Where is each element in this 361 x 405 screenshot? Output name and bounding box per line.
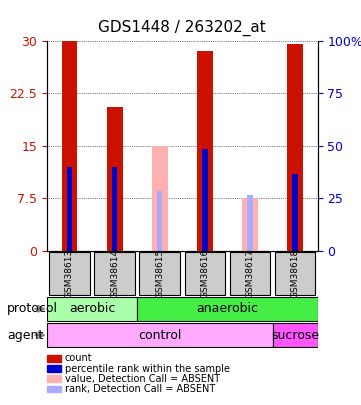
Text: rank, Detection Call = ABSENT: rank, Detection Call = ABSENT xyxy=(65,384,215,394)
Bar xyxy=(292,174,298,251)
FancyBboxPatch shape xyxy=(49,252,90,295)
Text: protocol: protocol xyxy=(7,302,58,315)
Bar xyxy=(202,149,208,251)
FancyBboxPatch shape xyxy=(273,323,318,347)
Text: GSM38614: GSM38614 xyxy=(110,249,119,298)
FancyBboxPatch shape xyxy=(184,252,225,295)
Bar xyxy=(197,51,213,251)
Text: value, Detection Call = ABSENT: value, Detection Call = ABSENT xyxy=(65,374,220,384)
Text: percentile rank within the sample: percentile rank within the sample xyxy=(65,364,230,373)
FancyBboxPatch shape xyxy=(230,252,270,295)
FancyBboxPatch shape xyxy=(47,323,273,347)
Bar xyxy=(62,40,77,251)
Text: count: count xyxy=(65,354,93,363)
Bar xyxy=(242,198,258,251)
Text: GSM38616: GSM38616 xyxy=(200,249,209,298)
FancyBboxPatch shape xyxy=(94,252,135,295)
Bar xyxy=(67,167,72,251)
Text: control: control xyxy=(138,328,182,342)
Text: GSM38617: GSM38617 xyxy=(245,249,255,298)
FancyBboxPatch shape xyxy=(137,297,318,321)
Text: sucrose: sucrose xyxy=(271,328,319,342)
Text: agent: agent xyxy=(7,329,43,342)
Text: aerobic: aerobic xyxy=(69,302,115,315)
Bar xyxy=(112,167,117,251)
FancyBboxPatch shape xyxy=(139,252,180,295)
FancyBboxPatch shape xyxy=(275,252,316,295)
Bar xyxy=(287,44,303,251)
Bar xyxy=(247,195,253,251)
Bar xyxy=(152,146,168,251)
FancyBboxPatch shape xyxy=(47,297,137,321)
Bar xyxy=(157,192,162,251)
Bar xyxy=(107,107,122,251)
Title: GDS1448 / 263202_at: GDS1448 / 263202_at xyxy=(99,20,266,36)
Text: GSM38615: GSM38615 xyxy=(155,249,164,298)
Text: anaerobic: anaerobic xyxy=(196,302,258,315)
Text: GSM38618: GSM38618 xyxy=(291,249,300,298)
Text: GSM38613: GSM38613 xyxy=(65,249,74,298)
